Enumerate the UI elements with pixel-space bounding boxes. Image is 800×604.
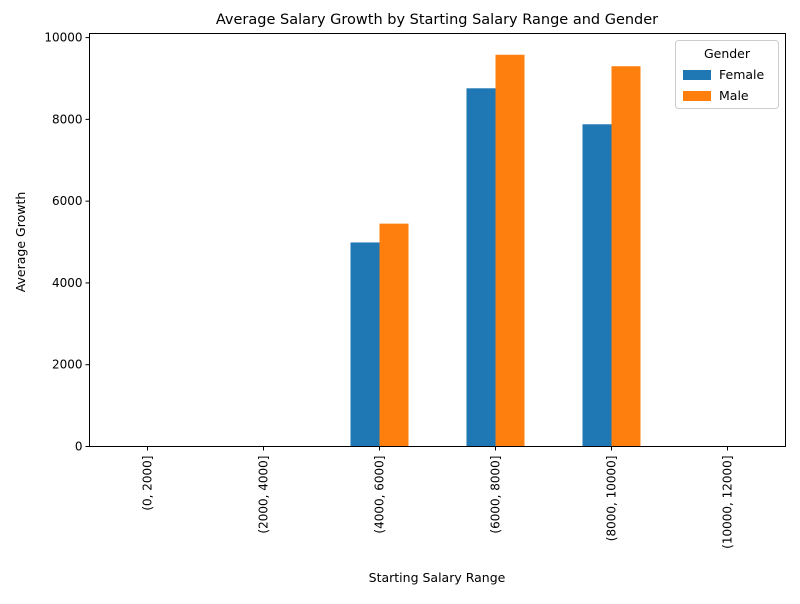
- x-tick-label: (10000, 12000]: [721, 456, 735, 549]
- x-axis-label: Starting Salary Range: [369, 570, 506, 585]
- legend-label-female: Female: [719, 67, 765, 82]
- y-tick-label: 8000: [52, 112, 83, 126]
- y-tick-label: 0: [75, 440, 83, 454]
- legend-swatch-male: [683, 91, 711, 101]
- y-tick-label: 6000: [52, 194, 83, 208]
- bar-female-4: [582, 124, 612, 447]
- bar-female-3: [466, 88, 496, 447]
- legend-title: Gender: [704, 46, 751, 61]
- x-tick-label: (4000, 6000]: [373, 456, 387, 534]
- chart-title: Average Salary Growth by Starting Salary…: [216, 12, 658, 28]
- bar-male-2: [379, 223, 409, 447]
- y-tick-label: 10000: [44, 31, 82, 45]
- x-tick-label: (8000, 10000]: [605, 456, 619, 542]
- y-axis-label: Average Growth: [13, 192, 28, 293]
- x-tick-label: (2000, 4000]: [257, 456, 271, 534]
- bar-female-2: [350, 242, 380, 447]
- x-tick-label: (6000, 8000]: [489, 456, 503, 534]
- y-tick-label: 2000: [52, 358, 83, 372]
- bar-male-4: [611, 66, 641, 447]
- legend-entries: Female Male: [683, 67, 765, 103]
- x-tick-label: (0, 2000]: [141, 456, 155, 511]
- legend: Gender Female Male: [675, 40, 779, 109]
- x-axis: (0, 2000] (2000, 4000] (4000, 6000] (6000, …: [141, 446, 735, 549]
- y-axis: 0 2000 4000 6000 8000 10000: [44, 31, 90, 454]
- y-tick-label: 4000: [52, 276, 83, 290]
- legend-label-male: Male: [719, 88, 749, 103]
- legend-swatch-female: [683, 70, 711, 80]
- bar-male-3: [495, 54, 525, 447]
- plot-frame: [89, 33, 786, 447]
- bars-layer: [350, 54, 641, 447]
